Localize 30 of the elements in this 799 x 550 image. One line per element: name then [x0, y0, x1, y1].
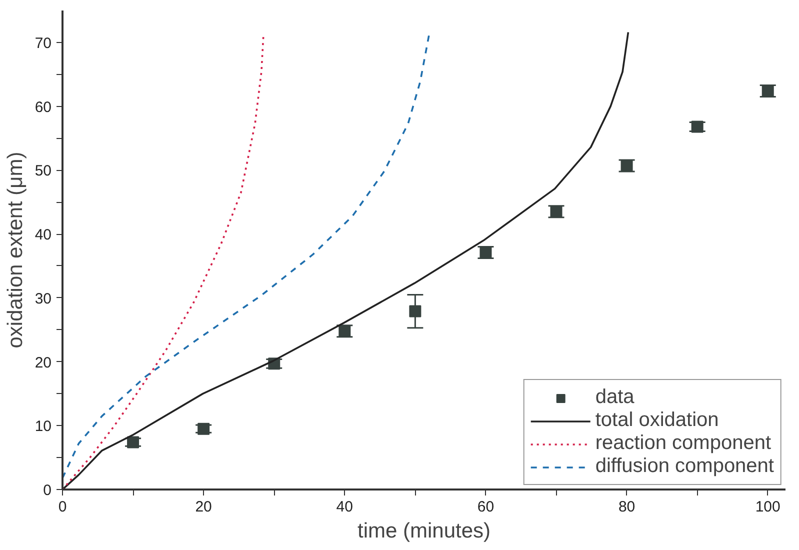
y-axis-title: oxidation extent (μm)	[4, 152, 27, 348]
legend-label: total oxidation	[595, 409, 719, 432]
point	[691, 120, 704, 133]
y-tick-label: 70	[34, 34, 52, 52]
y-tick-label: 30	[34, 290, 52, 308]
y-tick-label: 20	[34, 354, 52, 372]
point	[762, 84, 774, 97]
point	[127, 436, 140, 448]
point	[409, 305, 422, 318]
x-tick-label: 60	[477, 498, 494, 516]
legend-label: diffusion component	[595, 455, 774, 478]
line-series	[62, 32, 430, 479]
point	[550, 206, 562, 218]
x-tick-label: 100	[755, 498, 780, 516]
x-tick-label: 40	[336, 498, 353, 516]
point	[198, 422, 210, 435]
y-tick-label: 50	[34, 162, 52, 180]
y-tick-label: 40	[34, 226, 52, 244]
legend-label: data	[595, 386, 634, 409]
y-tick-label: 10	[34, 418, 52, 436]
point	[620, 160, 633, 172]
y-tick-label: 60	[34, 98, 52, 116]
point	[480, 246, 492, 259]
y-tick-label: 0	[43, 482, 52, 499]
x-tick-label: 0	[58, 498, 67, 516]
x-tick-label: 20	[195, 498, 212, 516]
point	[338, 325, 351, 338]
x-axis-title: time (minutes)	[357, 520, 491, 542]
x-tick-label: 80	[618, 498, 636, 516]
legend-label: reaction component	[595, 432, 772, 455]
